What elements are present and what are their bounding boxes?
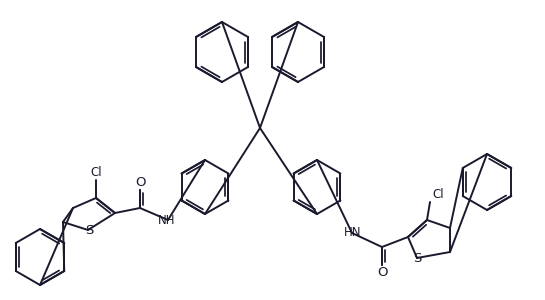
Text: Cl: Cl bbox=[432, 188, 444, 201]
Text: NH: NH bbox=[158, 214, 175, 226]
Text: HN: HN bbox=[344, 226, 362, 239]
Text: Cl: Cl bbox=[90, 166, 102, 179]
Text: O: O bbox=[135, 176, 146, 189]
Text: S: S bbox=[413, 251, 421, 265]
Text: S: S bbox=[85, 224, 93, 236]
Text: O: O bbox=[377, 266, 387, 279]
